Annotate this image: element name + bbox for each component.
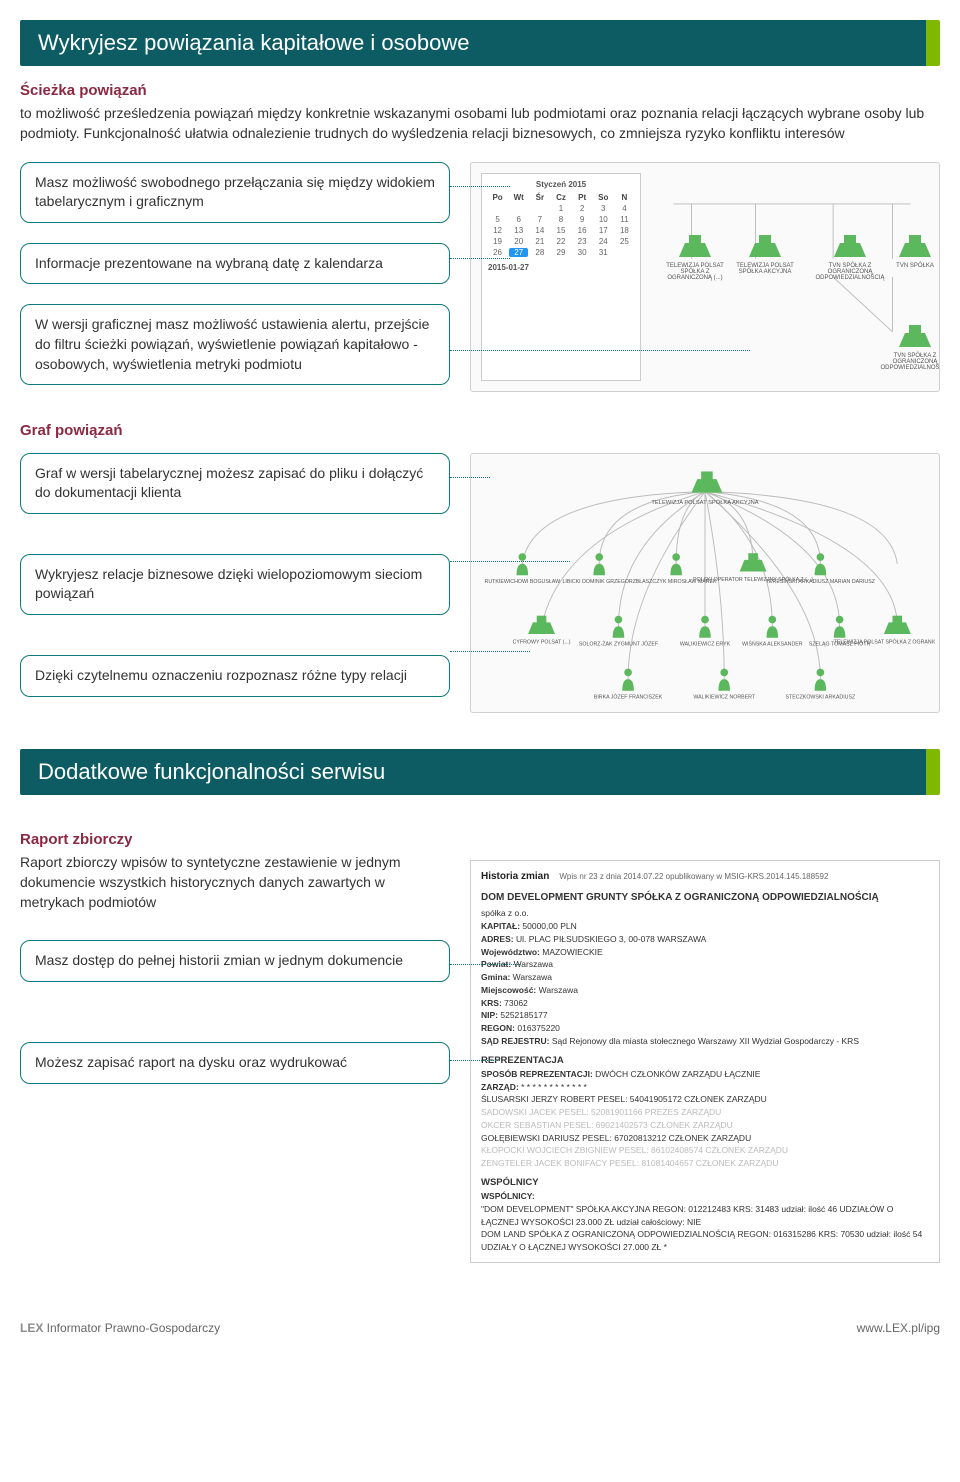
section1-title: Wykryjesz powiązania kapitałowe i osobow…: [20, 20, 926, 66]
rep-heading: REPREZENTACJA: [481, 1054, 929, 1068]
svg-text:SOLORZ-ŻAK ZYGMUNT JÓZEF: SOLORZ-ŻAK ZYGMUNT JÓZEF: [579, 640, 658, 647]
history-entry-info: Wpis nr 23 z dnia 2014.07.22 opublikowan…: [559, 872, 828, 881]
screenshot-path-view: Styczeń 2015 PoWtŚrCzPtSoN12345678910111…: [470, 162, 940, 392]
section2-title: Dodatkowe funkcjonalności serwisu: [20, 749, 926, 795]
svg-text:RUTKIEWICHOWI BOGUSŁAW: RUTKIEWICHOWI BOGUSŁAW: [485, 579, 561, 585]
svg-text:BIRKA JÓZEF FRANCISZEK: BIRKA JÓZEF FRANCISZEK: [594, 693, 663, 700]
page-footer: LEX Informator Prawno-Gospodarczy www.LE…: [20, 1313, 940, 1335]
section1-subheading: Ścieżka powiązań: [20, 82, 940, 99]
svg-text:TELEWIZJA POLSAT SPÓŁKA Z OGRA: TELEWIZJA POLSAT SPÓŁKA Z OGRANICZONĄ (.…: [834, 638, 935, 645]
callout-save-print: Możesz zapisać raport na dysku oraz wydr…: [20, 1042, 450, 1084]
history-entity: DOM DEVELOPMENT GRUNTY SPÓŁKA Z OGRANICZ…: [481, 890, 929, 905]
svg-text:WALIKIEWICZ NORBERT: WALIKIEWICZ NORBERT: [693, 694, 756, 700]
section2-intro: Raport zbiorczy wpisów to syntetyczne ze…: [20, 852, 440, 913]
callout-calendar-date: Informacje prezentowane na wybraną datę …: [20, 243, 450, 285]
screenshot-history-panel: Historia zmian Wpis nr 23 z dnia 2014.07…: [470, 860, 940, 1263]
history-entity-sub: spółka z o.o.: [481, 907, 929, 920]
svg-text:TERESIŃSKI ARKADIUSZ MARIAN DA: TERESIŃSKI ARKADIUSZ MARIAN DARIUSZ: [766, 578, 876, 585]
section1-header: Wykryjesz powiązania kapitałowe i osobow…: [20, 20, 940, 66]
accent-stripe: [926, 749, 940, 795]
graph-svg: TELEWIZJA POLSAT SPÓŁKA AKCYJNA RUTKIEWI…: [475, 458, 935, 708]
svg-text:WIŚŃSKA ALEKSANDER: WIŚŃSKA ALEKSANDER: [742, 639, 803, 647]
callout-graph-options: W wersji graficznej masz możliwość ustaw…: [20, 304, 450, 385]
footer-url: www.LEX.pl/ipg: [857, 1321, 940, 1335]
svg-text:CYFROWY POLSAT (...): CYFROWY POLSAT (...): [513, 639, 571, 645]
screenshot-graph-view: TELEWIZJA POLSAT SPÓŁKA AKCYJNA RUTKIEWI…: [470, 453, 940, 713]
history-title: Historia zmian: [481, 871, 549, 882]
callout-history-access: Masz dostęp do pełnej historii zmian w j…: [20, 940, 450, 982]
section2-subheading: Raport zbiorczy: [20, 831, 940, 848]
callout-relation-types: Dzięki czytelnemu oznaczeniu rozpoznasz …: [20, 655, 450, 697]
svg-text:TELEWIZJA POLSAT SPÓŁKA AKCYJN: TELEWIZJA POLSAT SPÓŁKA AKCYJNA: [651, 499, 758, 506]
callout-save-table: Graf w wersji tabelarycznej możesz zapis…: [20, 453, 450, 514]
section1-intro: to możliwość prześledzenia powiązań międ…: [20, 103, 940, 144]
svg-text:LIBICKI DOMINIK GRZEGORZ: LIBICKI DOMINIK GRZEGORZ: [563, 579, 637, 585]
calendar-selected-date: 2015-01-27: [488, 263, 634, 272]
section2-header: Dodatkowe funkcjonalności serwisu: [20, 749, 940, 795]
wsp-heading: WSPÓLNICY: [481, 1176, 929, 1190]
svg-text:STECZKOWSKI ARKADIUSZ: STECZKOWSKI ARKADIUSZ: [786, 694, 856, 700]
callout-view-switch: Masz możliwość swobodnego przełączania s…: [20, 162, 450, 223]
accent-stripe: [926, 20, 940, 66]
callout-multilevel: Wykryjesz relacje biznesowe dzięki wielo…: [20, 554, 450, 615]
graf-heading: Graf powiązań: [20, 422, 940, 439]
calendar-month: Styczeń 2015: [488, 180, 634, 189]
footer-product: Informator Prawno-Gospodarczy: [47, 1321, 220, 1335]
footer-brand: LEX: [20, 1321, 47, 1335]
svg-text:WALIKIEWICZ ERYK: WALIKIEWICZ ERYK: [680, 641, 731, 647]
